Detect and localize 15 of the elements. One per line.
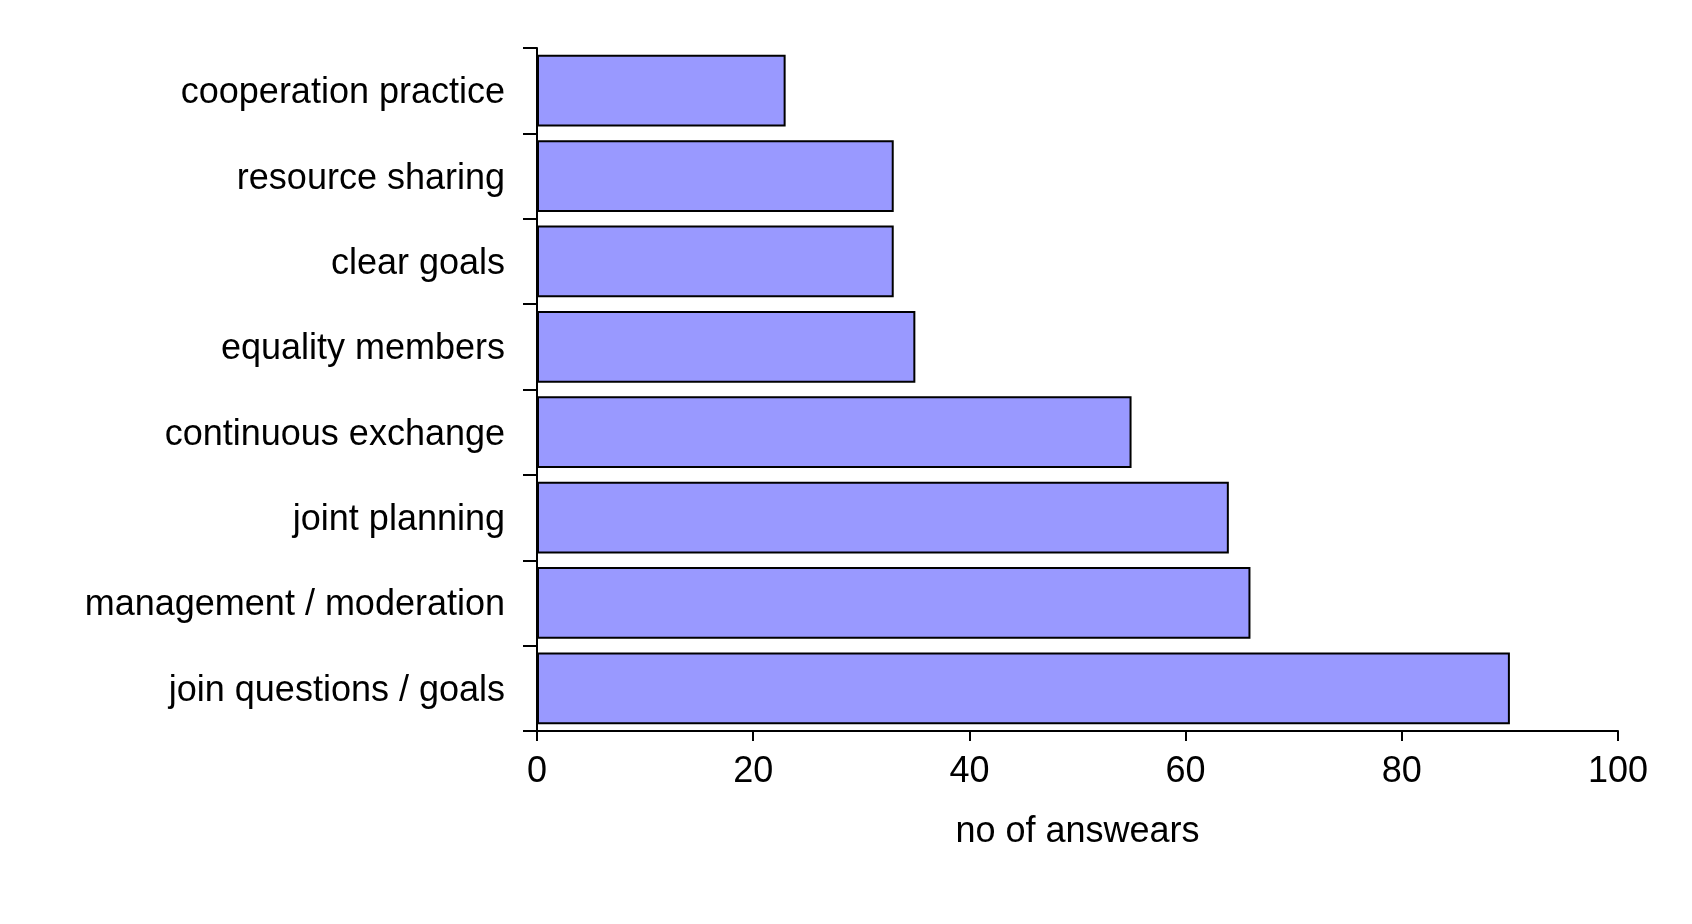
x-tick-label: 40 [949, 748, 990, 790]
x-tick-label: 60 [1165, 748, 1206, 790]
x-axis-title: no of answears [955, 808, 1200, 850]
y-tick-label: resource sharing [236, 155, 505, 197]
y-tick-label: management / moderation [84, 582, 505, 624]
y-tick-label: equality members [220, 326, 505, 368]
x-tick-label: 100 [1587, 748, 1649, 790]
y-tick-label: joint planning [291, 497, 505, 539]
y-tick-label: clear goals [330, 240, 505, 282]
x-tick-label: 20 [733, 748, 774, 790]
y-tick-label: cooperation practice [180, 70, 505, 112]
y-tick-label: continuous exchange [164, 411, 505, 453]
x-tick-label: 0 [526, 748, 548, 790]
x-tick-label: 80 [1381, 748, 1422, 790]
y-tick-label: join questions / goals [167, 667, 505, 709]
